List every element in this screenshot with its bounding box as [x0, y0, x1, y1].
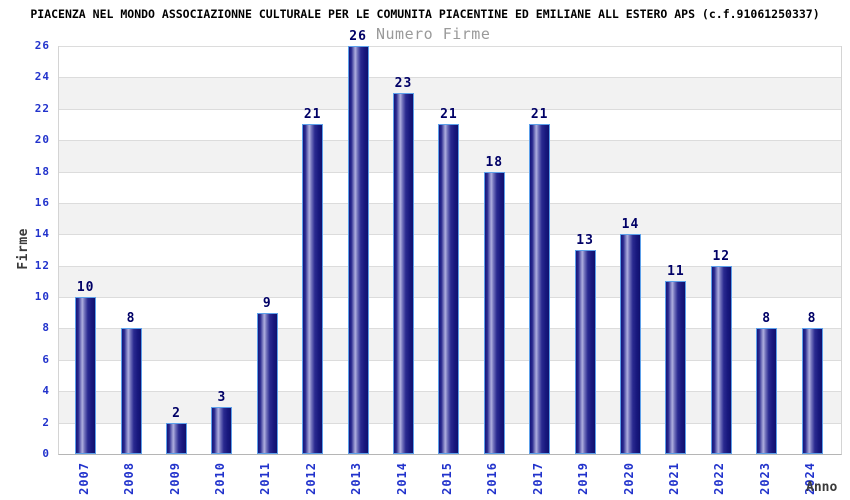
x-tick-label: 2019	[576, 462, 591, 495]
bar-value-label: 3	[217, 389, 227, 405]
bar-value-label: 10	[76, 280, 95, 296]
x-tick-label: 2021	[666, 462, 681, 495]
x-tick-label: 2013	[349, 462, 364, 495]
y-tick-label: 8	[42, 321, 50, 335]
x-tick-label: 2014	[394, 462, 409, 495]
y-tick-label: 10	[34, 290, 50, 304]
bar-value-label: 11	[667, 264, 685, 280]
bar-value-label: 21	[440, 107, 458, 123]
y-tick-label: 24	[34, 70, 50, 84]
x-tick-label: 2008	[122, 462, 137, 495]
x-axis-title: Anno	[806, 480, 838, 495]
bar-2023	[756, 328, 778, 454]
y-tick-label: 6	[42, 352, 50, 366]
x-tick-label: 2016	[485, 462, 500, 495]
bar-value-label: 18	[485, 154, 504, 170]
bar-value-label: 2	[172, 405, 181, 421]
bar-value-label: 26	[349, 29, 367, 44]
bar-2011	[256, 312, 278, 454]
x-tick-label: 2007	[76, 462, 91, 495]
gridline	[59, 77, 841, 79]
bar-value-label: 8	[807, 311, 817, 327]
bar-2022	[710, 265, 732, 454]
bar-2024	[801, 328, 823, 454]
y-tick-label: 0	[42, 447, 50, 460]
bar-value-label: 21	[530, 107, 549, 123]
x-tick-label: 2015	[439, 462, 454, 495]
x-tick-label: 2009	[167, 462, 182, 495]
plot-band	[59, 77, 841, 109]
y-tick-label: 4	[42, 384, 50, 398]
bar-2010	[211, 406, 233, 454]
x-tick-label: 2020	[621, 462, 636, 495]
bar-2015	[438, 124, 460, 454]
bar-2008	[120, 328, 142, 454]
y-tick-label: 20	[34, 133, 50, 147]
bar-value-label: 12	[712, 248, 731, 264]
bar-2021	[665, 281, 687, 454]
x-tick-label: 2023	[757, 462, 772, 495]
bar-value-label: 9	[262, 295, 272, 311]
bar-2013	[347, 46, 369, 454]
bar-2016	[483, 171, 505, 454]
x-tick-label: 2022	[712, 462, 727, 495]
plot-area: 10 8 2 3 9 21 26 23 21 18 21 13 14 11 12 8 8	[58, 29, 842, 455]
x-tick-label: 2010	[212, 462, 227, 495]
x-tick-label: 2017	[530, 462, 545, 495]
bar-2012	[302, 124, 324, 454]
gridline	[59, 46, 841, 47]
bar-2009	[166, 422, 187, 454]
bar-2007	[75, 297, 97, 454]
y-tick-label: 18	[34, 164, 50, 178]
bar-value-label: 8	[762, 311, 772, 327]
chart-subtitle: Numero Firme	[376, 25, 491, 43]
y-tick-label: 26	[34, 39, 50, 52]
y-tick-label: 12	[34, 258, 50, 272]
chart-title: PIACENZA NEL MONDO ASSOCIAZIONNE CULTURA…	[30, 7, 820, 21]
bar-value-label: 14	[621, 217, 640, 233]
bar-2017	[529, 124, 551, 454]
bar-2019	[574, 250, 596, 454]
bar-2020	[620, 234, 641, 454]
y-tick-label: 14	[34, 227, 50, 241]
bar-value-label: 13	[576, 233, 594, 248]
x-tick-label: 2011	[258, 462, 273, 495]
y-tick-label: 16	[34, 195, 50, 209]
y-tick-label: 2	[42, 415, 50, 429]
bar-value-label: 21	[303, 107, 322, 123]
y-tick-label: 22	[34, 101, 50, 115]
bar-2014	[393, 93, 414, 454]
gridline	[59, 108, 841, 110]
x-tick-label: 2012	[303, 462, 318, 495]
bar-value-label: 23	[394, 76, 413, 92]
bar-value-label: 8	[126, 311, 136, 327]
